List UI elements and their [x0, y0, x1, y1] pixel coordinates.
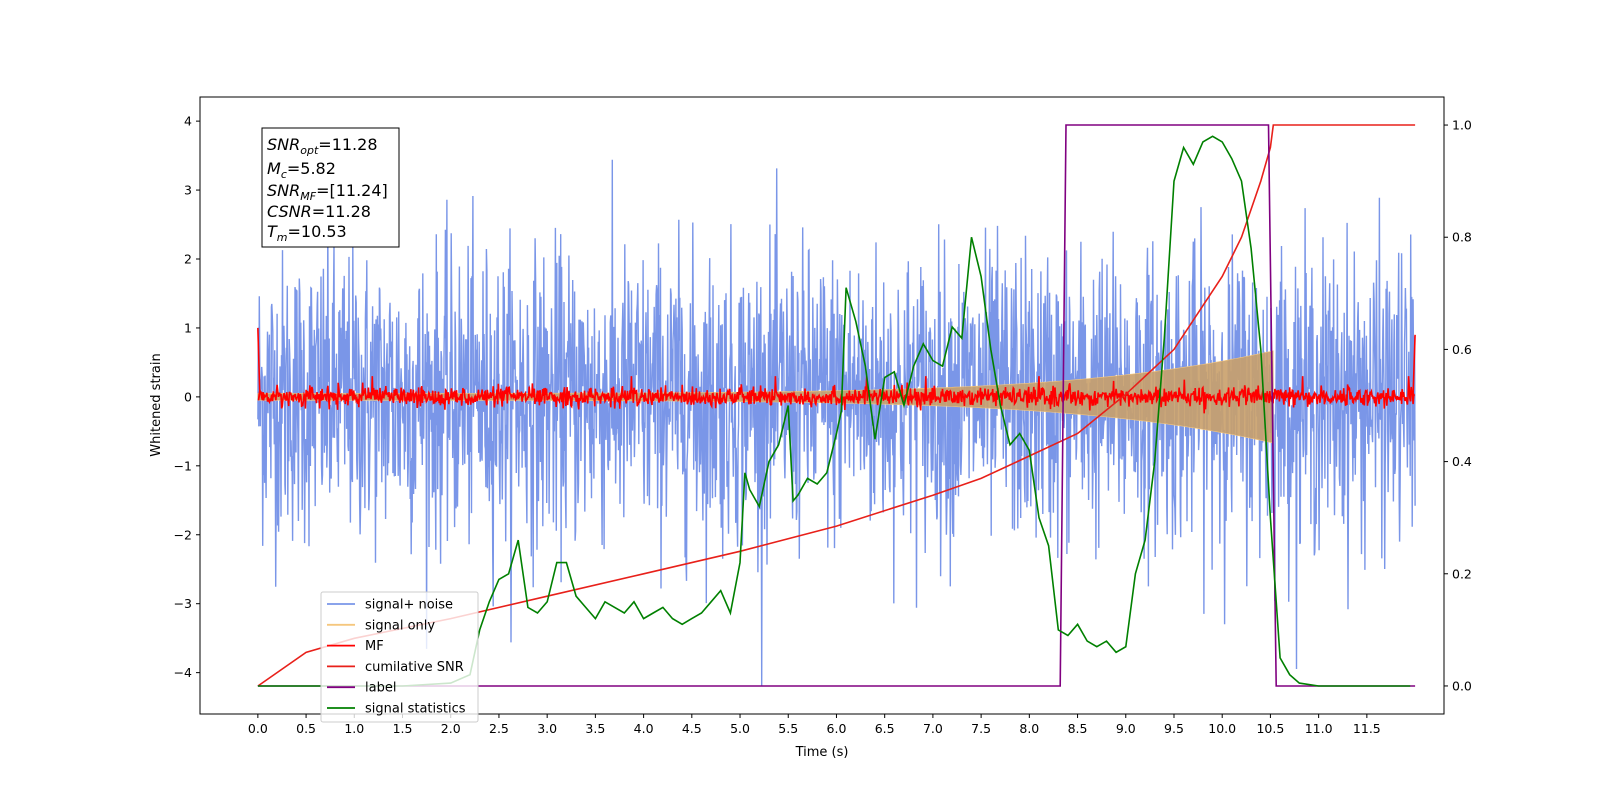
x-tick-label: 10.0	[1208, 721, 1236, 736]
legend-label: MF	[365, 639, 384, 654]
legend-label: signal+ noise	[365, 598, 453, 613]
y-tick-label: 1	[184, 320, 192, 335]
y-axis-right: 1.0 0.8 0.6 0.4 0.2 0.0	[1444, 118, 1472, 693]
y-axis-label: Whitened strain	[149, 353, 164, 456]
annotation-mc: Mc=5.82	[267, 159, 336, 181]
x-tick-label: 10.5	[1256, 721, 1284, 736]
annotation-tm: Tm=10.53	[267, 222, 347, 244]
y-right-tick-label: 1.0	[1452, 118, 1472, 133]
y-right-tick-label: 0.2	[1452, 566, 1472, 581]
y-tick-label: 4	[184, 114, 192, 129]
legend-label: cumilative SNR	[365, 660, 464, 675]
series-signal-statistics	[257, 135, 1411, 687]
x-tick-label: 4.0	[634, 721, 654, 736]
y-tick-label: −4	[174, 665, 192, 680]
y-right-tick-label: 0.6	[1452, 342, 1472, 357]
y-tick-label: −3	[174, 596, 192, 611]
annotation-snr-mf: SNRMF=[11.24]	[267, 181, 388, 203]
legend: signal+ noise signal only MF cumilative SNR…	[320, 591, 479, 723]
legend-item: signal statistics	[327, 702, 466, 717]
y-right-tick-label: 0.4	[1452, 454, 1472, 469]
x-tick-label: 11.0	[1305, 721, 1333, 736]
x-tick-label: 0.0	[248, 721, 268, 736]
y-tick-label: 0	[184, 389, 192, 404]
y-right-tick-label: 0.0	[1452, 678, 1472, 693]
y-tick-label: 2	[184, 252, 192, 267]
x-tick-label: 5.0	[730, 721, 750, 736]
x-tick-label: 3.0	[537, 721, 557, 736]
x-axis-label: Time (s)	[795, 745, 849, 760]
legend-item: signal only	[327, 618, 435, 633]
legend-label: signal only	[365, 618, 435, 633]
y-tick-label: 3	[184, 183, 192, 198]
y-right-tick-label: 0.8	[1452, 230, 1472, 245]
x-tick-label: 3.5	[585, 721, 605, 736]
x-tick-label: 0.5	[296, 721, 316, 736]
x-axis: 0.0 0.5 1.0 1.5 2.0 2.5 3.0 3.5 4.0 4.5 5.0 5.5 6.0 6…	[248, 714, 1381, 736]
legend-label: signal statistics	[365, 702, 466, 717]
x-tick-label: 9.0	[1116, 721, 1136, 736]
x-tick-label: 1.5	[393, 721, 413, 736]
annotation-box: SNRopt=11.28 Mc=5.82 SNRMF=[11.24] CSNR=…	[261, 127, 400, 248]
x-tick-label: 5.5	[778, 721, 798, 736]
x-tick-label: 2.0	[441, 721, 461, 736]
annotation-snr-opt: SNRopt=11.28	[267, 135, 378, 157]
legend-item: MF	[327, 639, 384, 654]
x-tick-label: 2.5	[489, 721, 509, 736]
legend-item: cumilative SNR	[327, 660, 464, 675]
annotation-csnr: CSNR=11.28	[267, 202, 371, 221]
x-tick-label: 4.5	[682, 721, 702, 736]
x-tick-label: 7.0	[923, 721, 943, 736]
axes-frame	[199, 96, 1445, 715]
x-tick-label: 11.5	[1353, 721, 1381, 736]
series-signal-noise	[257, 159, 1416, 687]
x-tick-label: 6.5	[875, 721, 895, 736]
series-mf	[257, 327, 1416, 414]
x-tick-label: 8.5	[1068, 721, 1088, 736]
x-tick-label: 1.0	[344, 721, 364, 736]
legend-item: signal+ noise	[327, 598, 453, 613]
legend-label: label	[365, 681, 396, 696]
legend-item: label	[327, 681, 396, 696]
x-tick-label: 7.5	[971, 721, 991, 736]
x-tick-label: 8.0	[1019, 721, 1039, 736]
y-tick-label: −2	[174, 527, 192, 542]
y-axis-left: 4 3 2 1 0 −1 −2 −3 −4	[174, 114, 200, 680]
series-label	[257, 124, 1416, 687]
x-tick-label: 9.5	[1164, 721, 1184, 736]
x-tick-label: 6.0	[827, 721, 847, 736]
y-tick-label: −1	[174, 458, 192, 473]
